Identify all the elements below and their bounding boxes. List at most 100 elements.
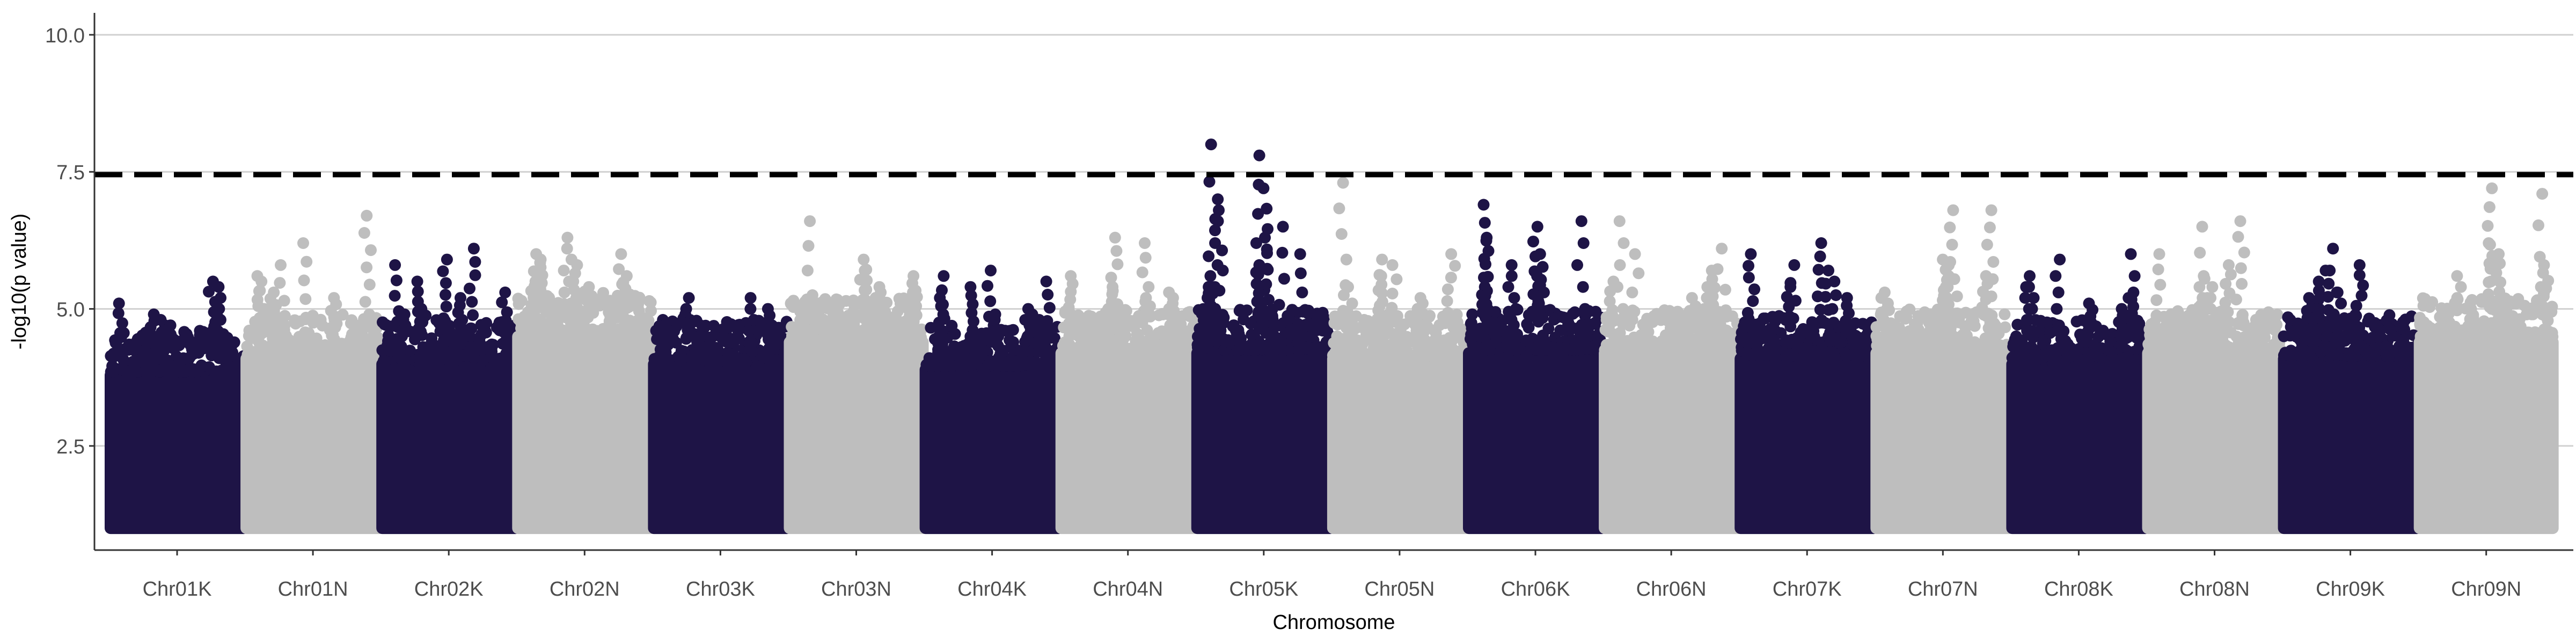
- data-point: [2193, 281, 2206, 293]
- point-bulk: [376, 358, 522, 535]
- data-point: [1233, 305, 1246, 317]
- data-point: [1617, 303, 1629, 315]
- data-point: [1567, 308, 1579, 320]
- data-point: [464, 282, 475, 295]
- data-point: [727, 354, 739, 367]
- data-point: [763, 333, 774, 346]
- data-point: [390, 274, 402, 287]
- data-point: [1614, 259, 1626, 271]
- data-point: [1276, 344, 1289, 356]
- data-point: [429, 353, 442, 365]
- data-point: [1590, 305, 1602, 318]
- data-point: [1063, 317, 1075, 329]
- data-point-peak: [2234, 215, 2246, 228]
- data-point: [1984, 221, 1996, 233]
- data-point: [1602, 325, 1614, 338]
- data-point: [1886, 343, 1899, 356]
- data-point-peak: [1212, 193, 1224, 206]
- data-point: [1666, 330, 1678, 342]
- data-point: [2267, 339, 2280, 351]
- data-point: [501, 306, 513, 318]
- data-point-peak: [1277, 221, 1289, 233]
- data-point: [1981, 238, 1993, 251]
- data-point: [112, 307, 125, 319]
- data-point: [2292, 349, 2304, 361]
- data-point: [1030, 337, 1042, 349]
- data-point: [486, 338, 498, 350]
- data-point: [1445, 272, 1457, 284]
- data-point: [496, 316, 508, 328]
- data-point: [2106, 346, 2118, 358]
- data-point-peak: [1505, 259, 1518, 271]
- data-point: [869, 308, 881, 320]
- data-point: [1103, 321, 1115, 333]
- data-point: [496, 296, 508, 309]
- data-point: [1849, 349, 1861, 361]
- data-point: [1352, 337, 1364, 349]
- data-point: [2391, 346, 2403, 358]
- data-point: [215, 365, 228, 377]
- data-point: [822, 317, 834, 330]
- data-point: [2236, 309, 2249, 321]
- data-point: [503, 350, 515, 362]
- data-point: [1389, 331, 1401, 343]
- data-point: [557, 325, 569, 337]
- data-point: [1826, 303, 1839, 315]
- data-point: [2501, 296, 2513, 308]
- data-point: [1153, 327, 1166, 340]
- data-point: [1554, 342, 1566, 354]
- data-point: [1481, 316, 1494, 328]
- data-point-peak: [1613, 215, 1626, 228]
- x-tick-label: Chr06K: [1501, 578, 1570, 601]
- data-point-peak: [1259, 231, 1271, 244]
- data-point: [1999, 321, 2011, 333]
- data-point: [2328, 308, 2340, 320]
- data-point: [2414, 330, 2427, 342]
- data-point: [125, 365, 136, 378]
- data-point: [1540, 343, 1552, 356]
- data-point: [1604, 295, 1616, 308]
- data-point: [1333, 202, 1345, 215]
- data-point: [693, 331, 705, 343]
- data-point: [358, 313, 370, 325]
- data-point: [1095, 334, 1107, 346]
- data-point: [417, 341, 429, 353]
- data-point: [2051, 303, 2063, 315]
- data-point: [518, 310, 530, 323]
- data-point: [2483, 201, 2496, 213]
- data-point: [114, 327, 126, 339]
- data-point: [1203, 175, 1216, 188]
- data-point: [457, 349, 469, 362]
- data-point: [214, 338, 226, 350]
- data-point: [1007, 336, 1019, 348]
- data-point-peak: [2451, 270, 2463, 282]
- point-bulk: [2006, 358, 2151, 535]
- data-point: [558, 265, 570, 277]
- data-point-peak: [2198, 270, 2210, 282]
- data-point: [1338, 289, 1350, 301]
- data-point: [1376, 287, 1388, 299]
- chromosome-points-Chr01N: [240, 209, 386, 535]
- data-point: [2350, 310, 2362, 322]
- data-point-peak: [113, 297, 125, 310]
- data-point: [763, 342, 775, 355]
- data-point: [1466, 308, 1479, 320]
- data-point: [353, 349, 365, 361]
- data-point: [1502, 281, 1514, 293]
- data-point: [1377, 332, 1389, 344]
- data-point: [828, 297, 840, 310]
- data-point: [2050, 270, 2062, 282]
- data-point-peak: [1375, 270, 1387, 282]
- data-point: [316, 319, 328, 332]
- data-point: [1618, 237, 1630, 249]
- data-point: [440, 277, 452, 289]
- data-point: [1806, 329, 1819, 341]
- data-point-peak: [207, 275, 219, 288]
- data-point: [1479, 217, 1491, 229]
- data-point: [1175, 324, 1187, 336]
- data-point: [2339, 335, 2351, 347]
- data-point: [2310, 326, 2323, 338]
- data-point: [2245, 324, 2258, 336]
- data-point: [1209, 213, 1221, 225]
- data-point: [1143, 281, 1155, 293]
